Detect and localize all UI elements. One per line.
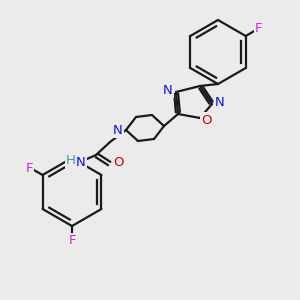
Text: H: H (66, 154, 76, 167)
Text: N: N (76, 157, 86, 169)
Text: F: F (255, 22, 262, 35)
Text: O: O (114, 157, 124, 169)
Text: N: N (215, 95, 225, 109)
Text: F: F (26, 161, 33, 175)
Text: N: N (113, 124, 123, 136)
Text: F: F (68, 235, 76, 248)
Text: O: O (201, 113, 211, 127)
Text: N: N (163, 83, 173, 97)
